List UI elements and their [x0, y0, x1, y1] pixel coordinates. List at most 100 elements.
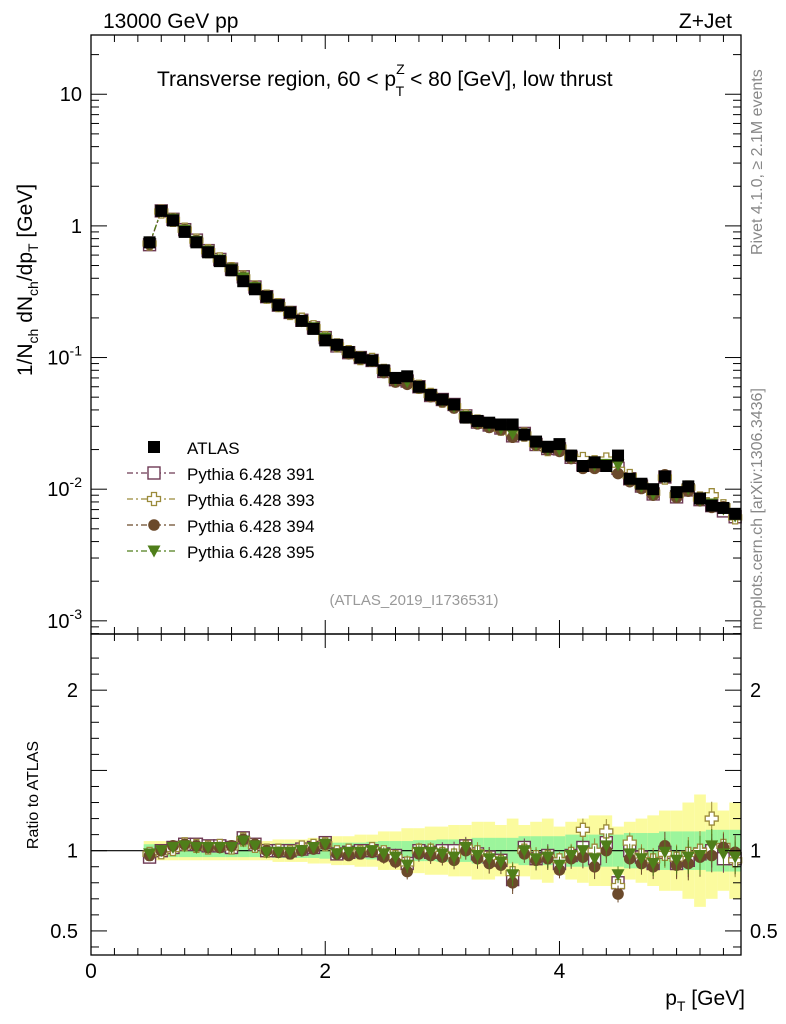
ratio-point-4 [353, 846, 367, 859]
atlas-point [588, 456, 601, 469]
legend-marker-4 [147, 545, 161, 558]
atlas-point [354, 351, 367, 364]
ratio-point-4 [634, 853, 648, 866]
ratio-point-3 [612, 888, 624, 900]
ratio-point-4 [447, 851, 461, 864]
ratio-point-4 [412, 846, 426, 859]
atlas-point [272, 299, 285, 312]
ratio-point-4 [342, 846, 356, 859]
analysis-id-label: (ATLAS_2019_I1736531) [329, 592, 498, 609]
ratio-point-4 [693, 849, 707, 862]
ratio-point-4 [236, 835, 250, 848]
legend-label-3: Pythia 6.428 394 [187, 517, 315, 536]
ratio-point-2 [575, 822, 591, 837]
data-series [142, 204, 743, 903]
atlas-point [717, 501, 730, 514]
atlas-point [635, 477, 648, 490]
ratio-point-4 [248, 840, 262, 853]
ratio-point-4 [728, 851, 742, 864]
ratio-point-4 [330, 848, 344, 861]
atlas-point [260, 290, 273, 303]
ratio-point-4 [189, 841, 203, 854]
atlas-point [342, 346, 355, 359]
ratio-point-4 [400, 859, 414, 872]
ratio-frame [90, 633, 742, 956]
ratio-point-4 [529, 853, 543, 866]
y-tick-label: 1 [71, 216, 82, 238]
ratio-point-4 [646, 858, 660, 871]
ratio-point-4 [459, 841, 473, 854]
y-tick-label: 10-3 [47, 606, 82, 633]
ratio-point-4 [295, 845, 309, 858]
atlas-point [506, 418, 519, 431]
process-label: Z+Jet [679, 10, 732, 33]
atlas-point [647, 483, 660, 496]
ratio-point-4 [435, 848, 449, 861]
ratio-point-4 [377, 848, 391, 861]
legend-marker-3 [148, 519, 160, 531]
ratio-point-4 [389, 851, 403, 864]
ratio-tick-label-left: 1 [67, 841, 78, 863]
atlas-point [658, 470, 671, 483]
atlas-point [682, 480, 695, 493]
ratio-point-4 [517, 845, 531, 858]
atlas-point [401, 370, 414, 383]
atlas-point [471, 414, 484, 427]
x-tick-label: 4 [554, 960, 566, 983]
atlas-point [389, 371, 402, 384]
x-tick-label: 2 [319, 960, 331, 983]
ratio-point-4 [564, 849, 578, 862]
series-point-4 [506, 428, 520, 441]
legend-marker-2 [146, 491, 162, 507]
atlas-point [518, 428, 531, 441]
atlas-point [694, 492, 707, 505]
ratio-point-4 [271, 846, 285, 859]
ratio-point-4 [143, 848, 157, 861]
atlas-point [705, 499, 718, 512]
mcplots-label: mcplots.cern.ch [arXiv:1306.3436] [749, 388, 766, 630]
ratio-point-4 [541, 851, 555, 864]
atlas-point [576, 460, 589, 473]
ratio-point-4 [225, 841, 239, 854]
legend-label-4: Pythia 6.428 395 [187, 543, 315, 562]
atlas-point [623, 472, 636, 485]
legend-atlas-marker [148, 441, 160, 453]
ratio-point-2 [599, 824, 614, 839]
legend: ATLAS Pythia 6.428 391 Pythia 6.428 393 Pyt… [127, 439, 315, 562]
atlas-point [166, 214, 179, 227]
ratio-point-4 [470, 849, 484, 862]
ratio-point-4 [260, 846, 274, 859]
ratio-point-4 [623, 848, 637, 861]
atlas-point [155, 204, 168, 217]
y-tick-label: 10-2 [47, 474, 82, 501]
atlas-point [178, 225, 191, 238]
atlas-point [530, 435, 543, 448]
ratio-point-4 [716, 848, 730, 861]
ratio-point-4 [494, 856, 508, 869]
atlas-point [307, 322, 320, 335]
x-axis-title: pT [GeV] [665, 987, 745, 1014]
x-tick-label: 0 [85, 960, 97, 983]
legend-marker-1 [147, 466, 161, 480]
ratio-point-4 [283, 846, 297, 859]
atlas-point [612, 449, 625, 462]
ratio-point-4 [201, 841, 215, 854]
ratio-point-2 [704, 811, 719, 826]
y-tick-label: 10-1 [47, 343, 82, 370]
atlas-point [213, 255, 226, 268]
atlas-point [424, 388, 437, 401]
atlas-point [436, 393, 449, 406]
legend-atlas-label: ATLAS [187, 439, 240, 458]
y-axis-title: 1/Nch dNch/dpT [GeV] [14, 184, 41, 376]
ratio-point-4 [681, 851, 695, 864]
ratio-tick-label-left: 2 [67, 680, 78, 702]
ratio-point-4 [588, 853, 602, 866]
atlas-point [284, 306, 297, 319]
atlas-point [319, 334, 332, 347]
atlas-point [202, 246, 215, 259]
ratio-point-4 [213, 841, 227, 854]
y-tick-label: 10 [60, 84, 82, 106]
ratio-tick-label-right: 1 [750, 841, 761, 863]
legend-label-1: Pythia 6.428 391 [187, 465, 315, 484]
axes-frames [90, 34, 742, 956]
